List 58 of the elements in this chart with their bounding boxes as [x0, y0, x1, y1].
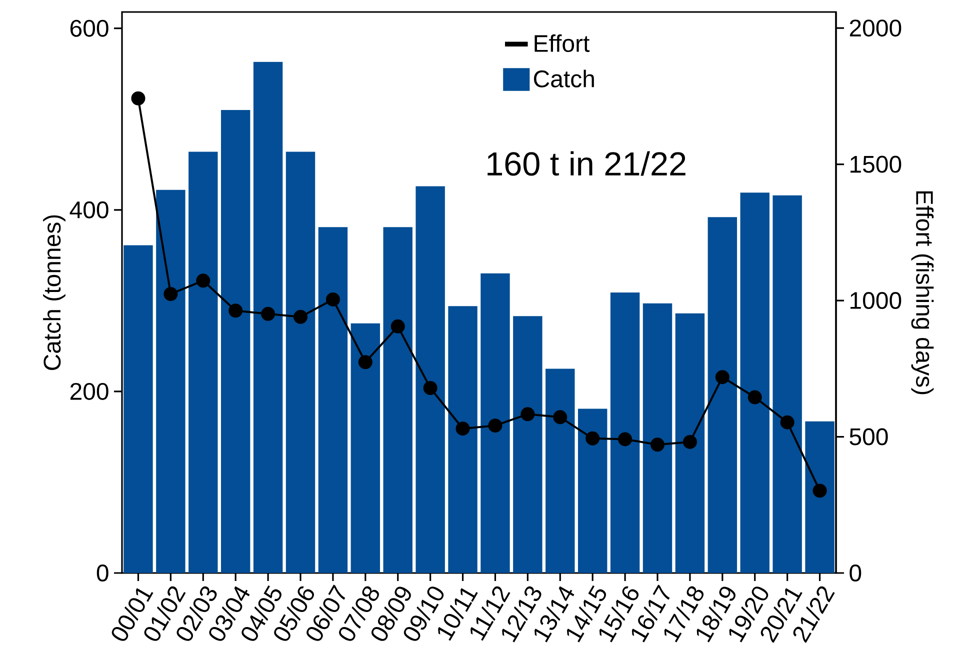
bar — [124, 245, 153, 574]
bar — [642, 303, 672, 574]
point — [358, 355, 372, 370]
y-tick-label: 0 — [96, 564, 108, 582]
y2-tick-label: 500 — [850, 428, 888, 446]
bar — [480, 273, 510, 574]
point — [196, 274, 210, 288]
y-tick-label: 200 — [70, 382, 108, 400]
point — [715, 370, 730, 384]
y2-tick-label: 1000 — [850, 292, 902, 310]
point — [228, 304, 243, 318]
bar — [740, 192, 770, 574]
bar — [578, 408, 608, 574]
bar — [383, 227, 412, 574]
point — [423, 381, 438, 395]
point — [456, 422, 470, 436]
bar — [805, 421, 834, 574]
y2-axis-title: Effort (fishing days) — [911, 191, 934, 394]
annotation: 160 t in 21/22 — [488, 151, 686, 176]
y-axis-title: Catch (tonnes) — [43, 215, 66, 370]
point — [812, 484, 827, 498]
point — [618, 432, 632, 446]
y-tick-label: 600 — [70, 20, 108, 37]
point — [390, 319, 405, 334]
bar — [513, 316, 542, 574]
legend-label: Catch — [534, 70, 594, 88]
legend-label: Effort — [534, 34, 590, 52]
bar — [675, 313, 705, 574]
bar — [448, 306, 478, 574]
point — [650, 438, 665, 452]
bar — [772, 195, 802, 574]
bar — [416, 186, 445, 574]
y2-tick-label: 2000 — [850, 20, 902, 37]
bar — [156, 190, 186, 574]
point — [261, 306, 276, 321]
point — [780, 415, 794, 430]
point — [488, 418, 502, 433]
point — [586, 431, 600, 446]
bar — [610, 292, 640, 574]
bar — [708, 217, 738, 574]
y-tick-label: 400 — [70, 201, 108, 218]
bar — [286, 152, 316, 574]
bar — [220, 110, 250, 574]
point — [553, 410, 568, 424]
bar — [318, 227, 348, 574]
point — [682, 434, 697, 449]
y2-tick-label: 0 — [850, 564, 862, 582]
point — [131, 91, 146, 106]
point — [520, 407, 535, 422]
bar — [253, 62, 283, 574]
point — [748, 390, 762, 404]
point — [164, 287, 178, 302]
y2-tick-label: 1500 — [850, 156, 902, 173]
point — [326, 292, 340, 306]
bar — [546, 368, 575, 574]
bar — [188, 152, 218, 574]
point — [294, 310, 308, 324]
bar — [350, 323, 380, 574]
